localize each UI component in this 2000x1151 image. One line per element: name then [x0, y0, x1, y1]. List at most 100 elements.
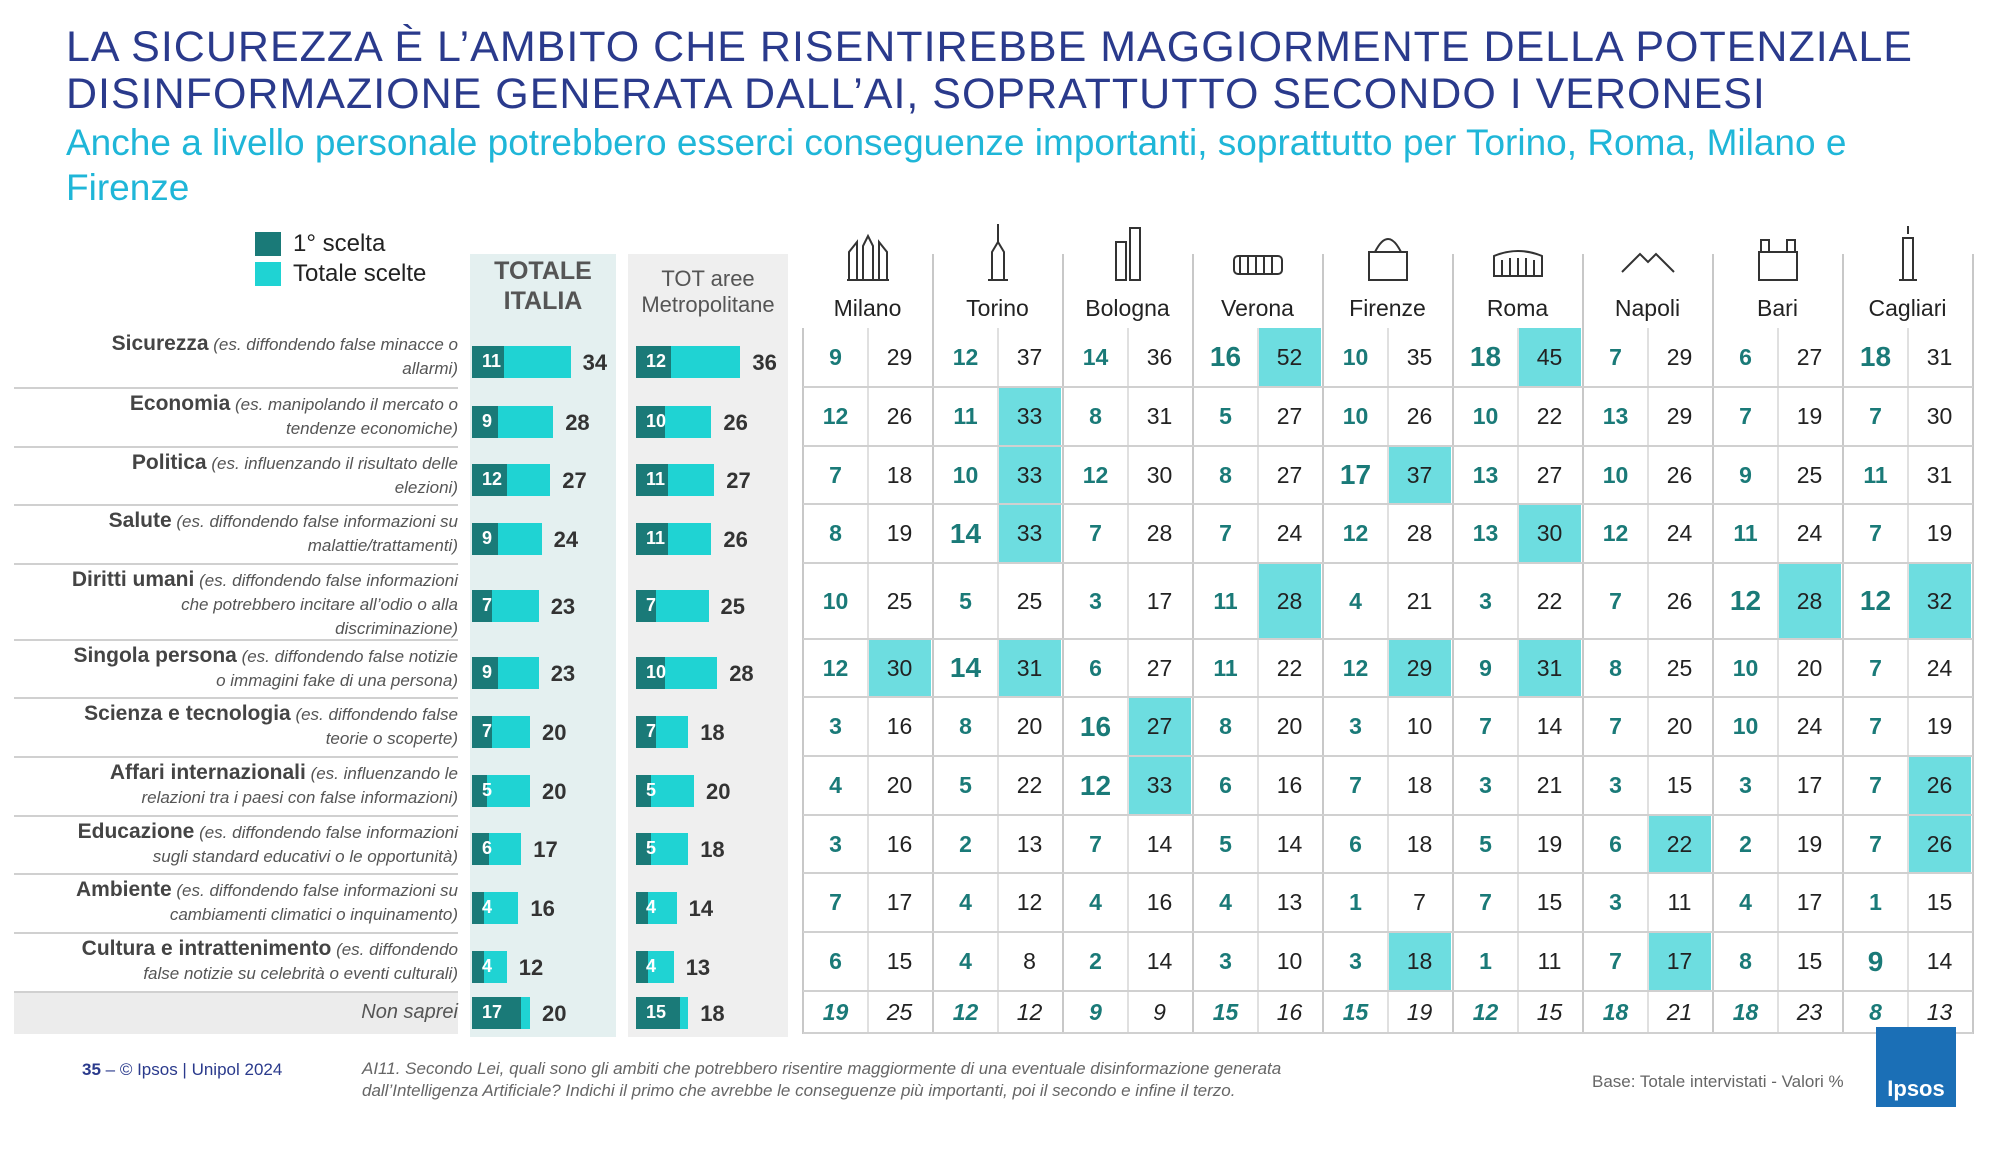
subcolumn-divider [1907, 698, 1909, 755]
subcolumn-divider [1257, 933, 1259, 990]
cell-first: 16 [1079, 711, 1112, 742]
cell-first: 8 [1739, 948, 1752, 974]
bar-first-label: 5 [482, 780, 493, 800]
cell-first: 7 [1349, 772, 1362, 798]
bar-first-metro [636, 833, 651, 865]
cell-total: 15 [1536, 889, 1563, 915]
cell-total: 33 [998, 447, 1061, 503]
subcolumn-divider [1777, 698, 1779, 755]
footer-base: Base: Totale intervistati - Valori % [1592, 1072, 1844, 1091]
cell-first: 7 [1609, 344, 1622, 370]
cell-total: 12 [1016, 889, 1043, 915]
bar-first-label: 7 [482, 721, 493, 741]
subcolumn-divider [1387, 933, 1389, 990]
subcolumn-divider [1127, 447, 1129, 503]
row-label-title: Sicurezza [111, 332, 209, 355]
cell-total: 13 [1016, 831, 1043, 857]
cell-total: 22 [1536, 403, 1563, 429]
cell-total: 26 [1908, 757, 1971, 814]
row-label: Diritti umani (es. diffondendo false inf… [18, 568, 458, 641]
bar-total-label: 20 [706, 779, 731, 804]
cell-total: 26 [1666, 462, 1693, 488]
cell-total: 31 [1926, 462, 1953, 488]
cell-total: 8 [1023, 948, 1036, 974]
verona-arena-icon [1193, 220, 1322, 282]
column-divider [932, 254, 934, 1034]
city-name: Firenze [1349, 295, 1426, 321]
subcolumn-divider [1907, 640, 1909, 696]
subcolumn-divider [1257, 698, 1259, 755]
subcolumn-divider [1647, 816, 1649, 872]
cell-total: 11 [1667, 889, 1692, 915]
cell-first: 11 [1213, 588, 1238, 614]
table-row-divider [803, 931, 1973, 933]
subcolumn-divider [1647, 874, 1649, 931]
torino-mole-icon [933, 220, 1062, 282]
row-label-line: Sicurezza (es. diffondendo false minacce… [18, 332, 458, 357]
cell-first: 9 [829, 344, 842, 370]
bar-first-label: 9 [482, 411, 493, 431]
cell-first: 14 [949, 518, 982, 549]
cell-first: 11 [1863, 462, 1888, 488]
subcolumn-divider [1647, 992, 1649, 1032]
cell-first: 5 [1219, 831, 1232, 857]
row-label-desc: (es. diffondendo [331, 940, 458, 959]
cell-total: 19 [1796, 403, 1823, 429]
row-divider [14, 991, 458, 993]
bar-first-label: 10 [646, 411, 667, 431]
cell-first: 7 [829, 889, 842, 915]
bar-first-label: 4 [646, 897, 657, 917]
cell-first: 7 [1089, 520, 1102, 546]
cell-first: 4 [1349, 588, 1362, 614]
city-name: Bari [1757, 295, 1798, 321]
row-label-title: Singola persona [73, 644, 237, 667]
city-header-cagliari: Cagliari [1843, 220, 1972, 322]
bar-first-italia [472, 716, 493, 748]
cell-total: 19 [1926, 520, 1953, 546]
subcolumn-divider [1907, 505, 1909, 562]
cell-total: 14 [1276, 831, 1303, 857]
ipsos-logo: Ipsos [1876, 1027, 1956, 1107]
cell-total: 30 [1926, 403, 1953, 429]
bar-first-label: 9 [482, 528, 493, 548]
row-label: Affari internazionali (es. influenzando … [18, 761, 458, 810]
cell-first: 7 [1219, 520, 1232, 546]
cell-first: 12 [1859, 585, 1892, 616]
cell-first: 4 [1739, 889, 1752, 915]
row-label-desc: (es. influenzando le [305, 764, 458, 783]
cell-total: 33 [998, 388, 1061, 445]
row-label-line: Salute (es. diffondendo false informazio… [18, 509, 458, 534]
cell-first: 7 [1479, 889, 1492, 915]
bar-total-label: 36 [752, 350, 777, 375]
firenze-duomo-icon [1323, 220, 1452, 282]
subcolumn-divider [1127, 564, 1129, 638]
subcolumn-divider [867, 505, 869, 562]
city-header-verona: Verona [1193, 220, 1322, 322]
bar-first-italia [472, 997, 522, 1029]
cell-total: 16 [1146, 889, 1173, 915]
cell-first: 2 [1739, 831, 1752, 857]
cell-total: 27 [1276, 403, 1303, 429]
table-row-divider [803, 990, 1973, 992]
row-divider [14, 815, 458, 817]
cell-first: 9 [1479, 655, 1492, 681]
bar-first-italia [472, 892, 484, 924]
cell-first: 7 [1609, 713, 1622, 739]
bar-total-label: 20 [542, 779, 567, 804]
cell-first: 12 [1602, 520, 1629, 546]
cell-first: 6 [829, 948, 842, 974]
page-subtitle: Anche a livello personale potrebbero ess… [66, 122, 1847, 208]
cell-total: 22 [1648, 816, 1711, 872]
subcolumn-divider [997, 874, 999, 931]
row-label-desc: (es. diffondendo false [290, 705, 458, 724]
subcolumn-divider [1777, 816, 1779, 872]
city-header-bologna: Bologna [1063, 220, 1192, 322]
subcolumn-divider [1907, 992, 1909, 1032]
bar-total-label: 26 [723, 527, 748, 552]
subcolumn-divider [1517, 816, 1519, 872]
subcolumn-divider [1257, 640, 1259, 696]
cell-first: 5 [959, 772, 972, 798]
cell-first: 15 [1342, 999, 1369, 1025]
cell-total: 31 [998, 640, 1061, 696]
cell-total: 16 [1276, 772, 1303, 798]
